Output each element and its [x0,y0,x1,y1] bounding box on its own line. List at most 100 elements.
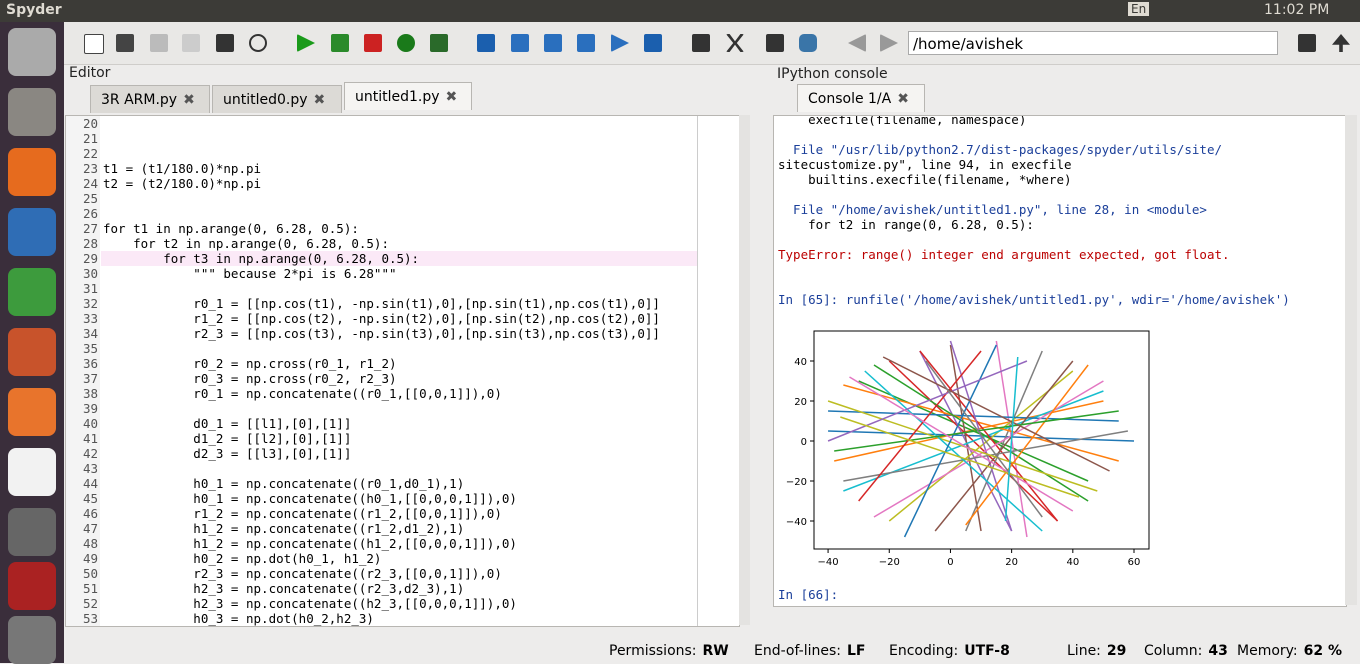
code-line: r1_2 = [[np.cos(t2), -np.sin(t2),0],[np.… [103,311,660,326]
open-file[interactable] [116,34,134,52]
console-line: TypeError: range() integer end argument … [778,247,1230,262]
status-label: Line: [1067,643,1101,659]
edge-line [697,116,698,626]
status-value: LF [846,643,866,659]
launcher-icon[interactable] [8,508,56,556]
lang-indicator[interactable]: En [1128,2,1150,16]
tab-label: untitled0.py [223,92,308,108]
new-file[interactable] [84,34,104,54]
save[interactable] [150,34,168,52]
line-number: 25 [82,191,98,206]
line-number: 20 [82,116,98,131]
close-icon[interactable]: ✖ [183,92,195,108]
step-return[interactable] [577,34,595,52]
launcher-icon[interactable] [8,448,56,496]
console-prompt: In [66]: [778,587,839,602]
path-input[interactable]: /home/avishek [908,31,1278,55]
continue[interactable] [611,34,629,52]
run-config[interactable] [430,34,448,52]
line-number: 41 [82,431,98,446]
step-into[interactable] [544,34,562,52]
status-value: RW [702,643,729,659]
line-number: 29 [82,251,98,266]
plot-line [864,370,1043,532]
tab-label: Console 1/A [808,91,892,107]
rerun[interactable] [397,34,415,52]
console-line: for t2 in range(0, 6.28, 0.5): [778,217,1034,232]
line-number: 45 [82,491,98,506]
code-line: h0_1 = np.concatenate((h0_1,[[0,0,0,1]])… [103,491,517,506]
console[interactable]: execfile(filename, namespace) File "/usr… [773,115,1347,607]
code-line: h1_2 = np.concatenate((h1_2,[[0,0,0,1]])… [103,536,517,551]
plot-line [840,416,1080,498]
close-icon[interactable]: ✖ [313,92,326,108]
console-scrollbar[interactable] [1345,115,1357,605]
plot-line [843,390,1104,492]
launcher-icon[interactable] [8,562,56,610]
run[interactable] [297,34,315,52]
browse-tabs[interactable] [216,34,234,52]
close-icon[interactable]: ✖ [445,89,458,105]
save-all[interactable] [182,34,200,52]
at[interactable] [249,34,267,52]
editor-tab[interactable]: untitled0.py ✖ [212,85,342,113]
console-line: File "/usr/lib/python2.7/dist-packages/s… [778,142,1223,157]
clock[interactable]: 11:02 PM [1264,2,1330,18]
editor-tab[interactable]: 3R ARM.py ✖ [90,85,210,113]
plot-frame [813,330,1150,550]
console-line: File "/home/avishek/untitled1.py", line … [778,202,1207,217]
console-tab[interactable]: Console 1/A ✖ [797,84,925,112]
plot-line [843,384,1119,462]
launcher-icon[interactable] [8,88,56,136]
line-number: 48 [82,536,98,551]
plot-line [888,370,1074,522]
code-line: h2_3 = np.concatenate((r2_3,d2_3),1) [103,581,465,596]
code-line: h0_1 = np.concatenate((r0_1,d0_1),1) [103,476,465,491]
line-number: 50 [82,566,98,581]
code-line: h1_2 = np.concatenate((r1_2,d1_2),1) [103,521,465,536]
maximize[interactable] [692,34,710,52]
step[interactable] [511,34,529,52]
stop[interactable] [644,34,662,52]
plot-line [903,344,998,538]
close-icon[interactable]: ✖ [897,91,909,107]
line-number: 26 [82,206,98,221]
status-label: End-of-lines: [754,643,841,659]
code-editor[interactable]: 20 21 22 23 t1 = (t1/180.0)*np.pi 24 t2 = (t2/… [65,115,740,627]
status-value: 29 [1106,643,1127,659]
python-path[interactable] [799,34,817,52]
status-item: Permissions: RW [609,643,729,659]
forward[interactable] [880,34,898,52]
launcher-icon[interactable] [8,388,56,436]
plot-line [882,356,1110,472]
launcher-icon[interactable] [8,268,56,316]
launcher-icon[interactable] [8,616,56,664]
back[interactable] [848,34,866,52]
fullscreen[interactable] [726,34,744,52]
parent-dir[interactable] [1332,34,1350,52]
debug[interactable] [477,34,495,52]
plot-line [834,410,1119,452]
line-number: 21 [82,131,98,146]
launcher-icon[interactable] [8,148,56,196]
run-cell-advance[interactable] [364,34,382,52]
status-item: Encoding: UTF-8 [889,643,1010,659]
editor-tab[interactable]: untitled1.py ✖ [344,82,472,110]
plot-line [827,360,1028,442]
code-line: d0_1 = [[l1],[0],[1]] [103,416,352,431]
line-number: 38 [82,386,98,401]
console-line: builtins.execfile(filename, *where) [778,172,1072,187]
launcher-icon[interactable] [8,328,56,376]
launcher-icon[interactable] [8,28,56,76]
editor-scrollbar[interactable] [739,115,750,625]
launcher-icon[interactable] [8,208,56,256]
preferences[interactable] [766,34,784,52]
status-label: Encoding: [889,643,959,659]
run-cell[interactable] [331,34,349,52]
line-number: 31 [82,281,98,296]
line-number: 52 [82,596,98,611]
line-number: 24 [82,176,98,191]
line-number: 53 [82,611,98,626]
browse-dir[interactable] [1298,34,1316,52]
